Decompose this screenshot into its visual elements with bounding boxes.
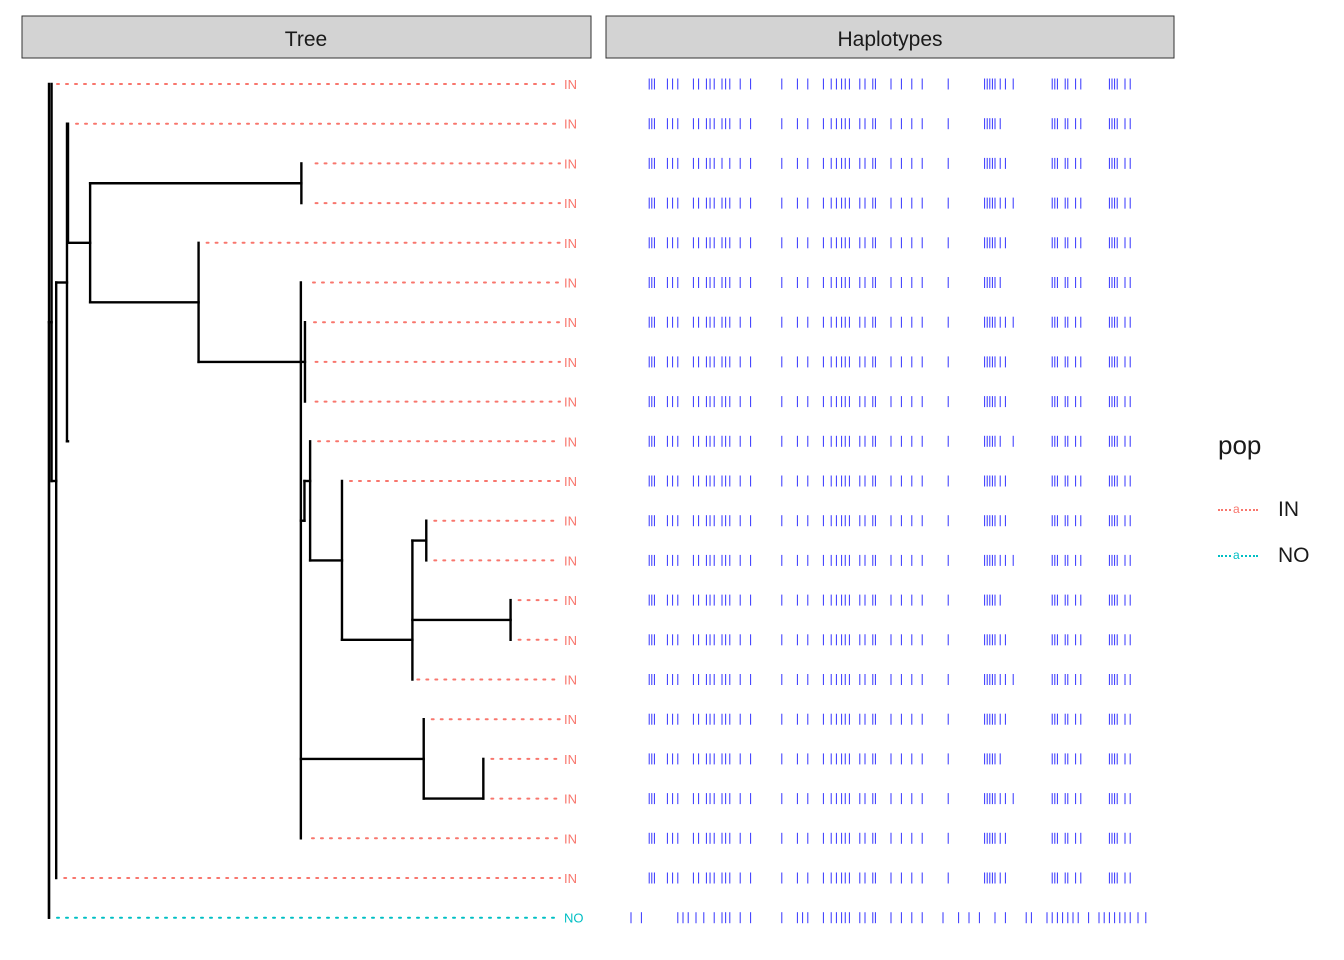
haplotype-row xyxy=(648,118,1131,130)
tip-label: IN xyxy=(564,553,577,568)
legend-label-no: NO xyxy=(1278,544,1310,567)
haplotype-row xyxy=(648,832,1131,844)
legend-key-no: a xyxy=(1210,546,1260,566)
haplotype-row xyxy=(648,674,1131,685)
tip-label: IN xyxy=(564,593,577,608)
haplotype-row xyxy=(648,78,1131,90)
haplotype-row xyxy=(648,515,1131,527)
tip-label: NO xyxy=(564,911,584,926)
tip-label: IN xyxy=(564,792,577,807)
haplotype-row xyxy=(648,237,1131,249)
haplotype-row xyxy=(648,554,1131,566)
haplotype-row xyxy=(648,713,1131,725)
haplotype-row xyxy=(630,912,1147,924)
tip-label: IN xyxy=(564,355,577,370)
haplotypes-panel xyxy=(630,78,1147,924)
haplotype-row xyxy=(648,197,1131,209)
tip-label: IN xyxy=(564,474,577,489)
haplotypes-facet-strip: Haplotypes xyxy=(605,15,1175,59)
haplotype-row xyxy=(648,594,1131,606)
tip-label: IN xyxy=(564,712,577,727)
tip-label: IN xyxy=(564,395,577,410)
tree-panel: IN IN IN IN IN IN IN IN IN IN IN IN IN IN IN IN IN IN IN IN… xyxy=(47,77,584,926)
legend-key-in: a xyxy=(1210,500,1260,520)
tip-label: IN xyxy=(564,77,577,92)
haplotype-row xyxy=(648,157,1131,169)
tip-label: IN xyxy=(564,236,577,251)
haplotype-row xyxy=(648,475,1131,487)
legend-label-in: IN xyxy=(1278,498,1299,521)
tip-label: IN xyxy=(564,117,577,132)
haplotypes-facet-label: Haplotypes xyxy=(837,28,942,51)
haplotype-row xyxy=(648,872,1131,884)
tip-label: IN xyxy=(564,196,577,211)
tip-label: IN xyxy=(564,276,577,291)
tip-label: IN xyxy=(564,752,577,767)
tip-label: IN xyxy=(564,434,577,449)
haplotype-row xyxy=(648,634,1131,646)
tree-facet-label: Tree xyxy=(285,28,327,51)
tip-label: IN xyxy=(564,673,577,688)
haplotype-row xyxy=(648,396,1131,408)
tip-label: IN xyxy=(564,633,577,648)
haplotype-row xyxy=(648,316,1131,328)
haplotype-row xyxy=(648,435,1131,447)
haplotype-row xyxy=(648,277,1131,288)
legend-title: pop xyxy=(1218,430,1262,460)
haplotype-row xyxy=(648,356,1131,368)
legend: pop a IN a NO xyxy=(1210,430,1335,579)
legend-glyph: a xyxy=(1232,500,1241,518)
tip-label: IN xyxy=(564,156,577,171)
tip-label: IN xyxy=(564,871,577,886)
haplotype-row xyxy=(648,793,1131,805)
tip-label: IN xyxy=(564,831,577,846)
legend-item-in: a IN xyxy=(1210,487,1335,533)
legend-glyph: a xyxy=(1232,546,1241,564)
legend-item-no: a NO xyxy=(1210,533,1335,579)
tip-label: IN xyxy=(564,514,577,529)
tip-label: IN xyxy=(564,315,577,330)
haplotype-row xyxy=(648,753,1131,765)
tree-facet-strip: Tree xyxy=(21,15,592,59)
